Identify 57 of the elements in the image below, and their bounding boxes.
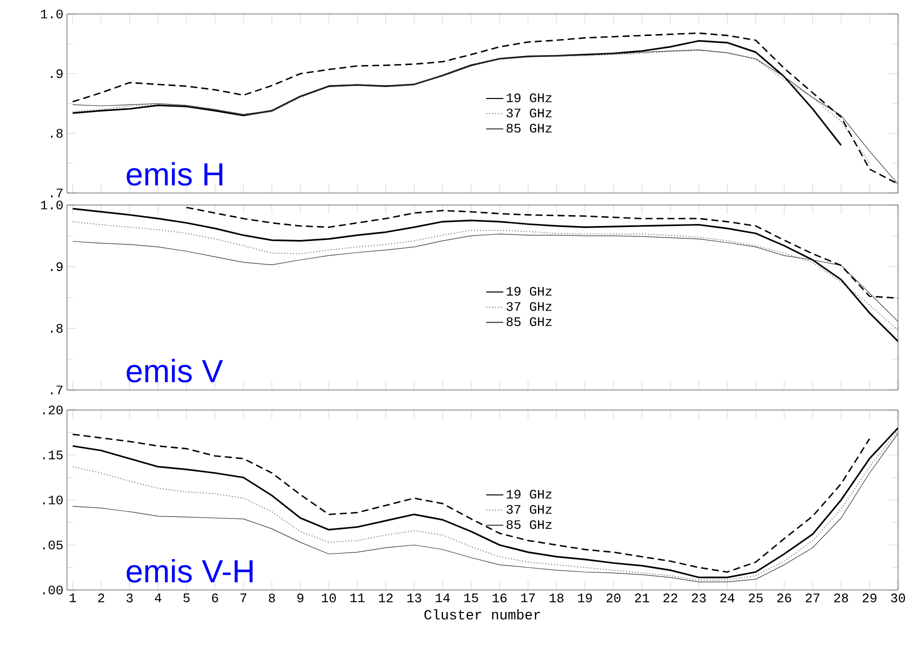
x-tick-label: 29 xyxy=(862,594,876,602)
x-axis-title: Cluster number xyxy=(424,609,540,620)
y-tick-label: .8 xyxy=(51,128,63,138)
x-tick-label: 22 xyxy=(663,594,678,602)
x-tick-label: 25 xyxy=(748,594,763,602)
y-tick-label: .10 xyxy=(43,496,63,504)
legend-label: 85 GHz xyxy=(506,124,552,133)
x-tick-label: 18 xyxy=(550,594,564,602)
y-tick-label: .20 xyxy=(43,406,63,414)
x-tick-label: 23 xyxy=(692,594,706,602)
line-series xyxy=(72,50,870,164)
x-tick-label: 13 xyxy=(407,594,422,602)
x-tick-label: 26 xyxy=(777,594,792,602)
annotation: emis V-H xyxy=(126,559,253,583)
x-tick-label: 10 xyxy=(322,594,336,602)
x-tick-label: 7 xyxy=(240,594,246,602)
y-tick-label: .05 xyxy=(43,540,63,550)
y-tick-label: .9 xyxy=(51,69,63,78)
annotation: emis H xyxy=(126,162,222,186)
legend-label: 85 GHz xyxy=(506,520,552,530)
x-tick-label: 11 xyxy=(350,594,364,602)
x-tick-label: 17 xyxy=(521,594,535,602)
x-tick-label: 28 xyxy=(834,594,848,602)
x-tick-label: 1 xyxy=(70,594,76,602)
x-tick-label: 4 xyxy=(154,594,162,602)
legend-label: 19 GHz xyxy=(506,490,552,499)
legend-label: 37 GHz xyxy=(506,302,552,311)
x-tick-label: 21 xyxy=(634,594,650,602)
x-tick-label: 15 xyxy=(464,594,478,602)
x-tick-label: 27 xyxy=(806,594,820,602)
y-tick-label: .7 xyxy=(51,188,62,198)
y-tick-label: .8 xyxy=(51,324,63,333)
legend-label: 19 GHz xyxy=(506,286,552,296)
x-tick-label: 16 xyxy=(492,594,507,602)
x-tick-label: 30 xyxy=(891,594,906,602)
x-tick-label: 12 xyxy=(378,594,393,602)
y-tick-label: .15 xyxy=(43,450,63,460)
legend-label: 37 GHz xyxy=(506,108,552,118)
legend-label: 19 GHz xyxy=(506,93,552,102)
x-tick-label: 8 xyxy=(268,594,275,602)
x-tick-label: 3 xyxy=(126,594,133,602)
x-tick-label: 2 xyxy=(98,594,104,602)
y-tick-label: .7 xyxy=(51,386,62,394)
x-tick-label: 5 xyxy=(183,594,190,602)
x-tick-label: 9 xyxy=(297,594,304,602)
x-tick-label: 20 xyxy=(606,594,620,602)
x-tick-label: 24 xyxy=(720,594,734,602)
x-tick-label: 19 xyxy=(578,594,592,602)
x-tick-label: 14 xyxy=(436,594,450,602)
y-tick-label: 1.0 xyxy=(41,200,63,210)
x-tick-label: 6 xyxy=(212,594,218,602)
legend-label: 37 GHz xyxy=(506,504,552,514)
y-tick-label: .00 xyxy=(43,586,63,594)
legend-label: 85 GHz xyxy=(506,317,552,326)
annotation: emis V xyxy=(126,358,223,382)
y-tick-label: 1.0 xyxy=(41,10,63,18)
y-tick-label: .9 xyxy=(51,262,63,272)
